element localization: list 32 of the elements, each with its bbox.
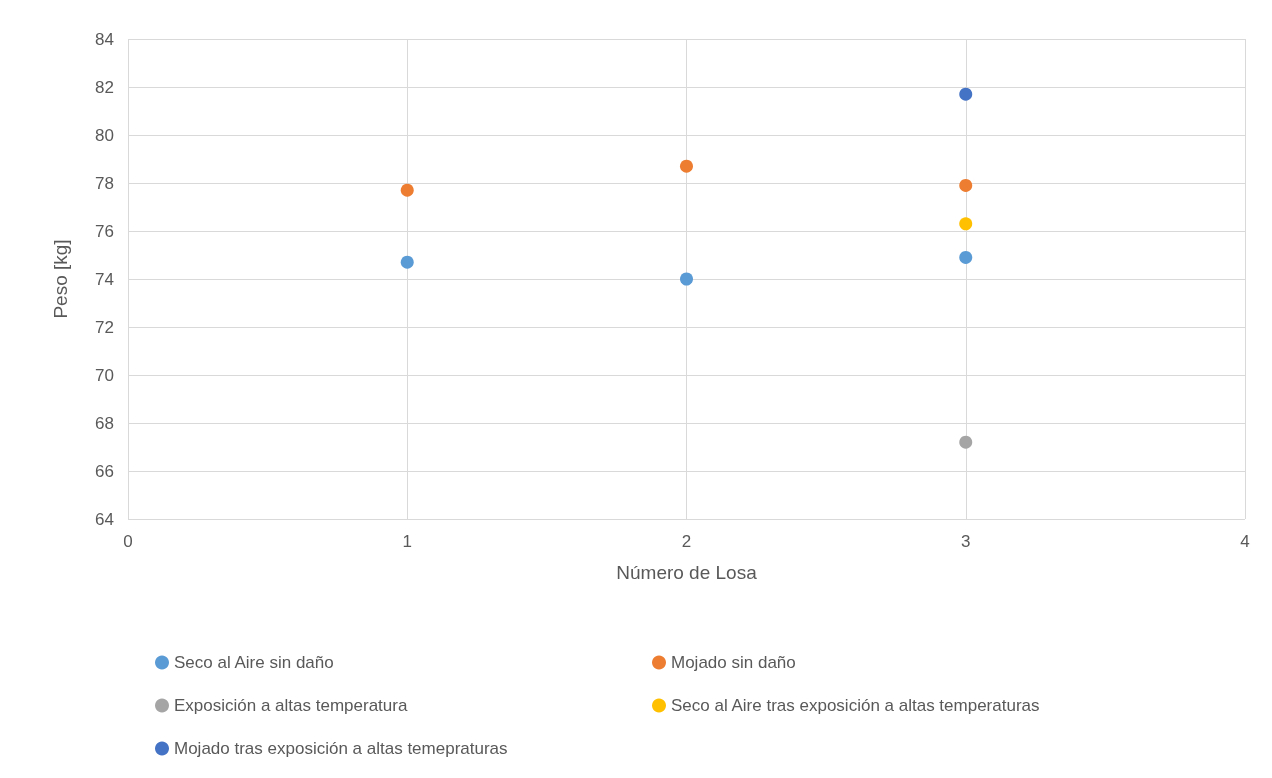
point [959, 87, 973, 101]
legend-label: Mojado tras exposición a altas temepraturas [174, 739, 508, 758]
x-tick-label: 3 [961, 532, 971, 551]
y-tick-label: 84 [95, 29, 114, 49]
y-tick-label: 66 [95, 461, 114, 481]
point [400, 183, 414, 197]
point [680, 272, 693, 286]
y-tick-label: 80 [95, 125, 114, 145]
point [400, 255, 414, 269]
y-tick-label: 82 [95, 77, 114, 97]
point [959, 178, 973, 192]
x-tick-label: 4 [1240, 532, 1250, 551]
point [959, 217, 973, 231]
y-tick-label: 76 [95, 221, 114, 241]
x-tick-label: 0 [123, 532, 133, 551]
x-tick-label: 1 [402, 532, 412, 551]
y-tick-label: 72 [95, 317, 114, 337]
legend-label: Exposición a altas temperatura [174, 696, 408, 715]
point [959, 250, 973, 264]
y-tick-label: 64 [95, 509, 114, 529]
y-tick-label: 70 [95, 365, 114, 385]
x-tick-label: 2 [681, 532, 692, 551]
y-tick-label: 68 [95, 413, 114, 433]
legend-label: Mojado sin daño [671, 653, 796, 672]
point [959, 435, 973, 449]
y-tick-label: 78 [95, 173, 114, 193]
x-axis-title: Número de Losa [616, 562, 758, 583]
y-axis-title: Peso [kg] [50, 239, 71, 319]
legend-label: Seco al Aire tras exposición a altas temperaturas [671, 696, 1040, 715]
y-tick-label: 74 [95, 269, 114, 289]
point [680, 159, 693, 173]
legend-label: Seco al Aire sin daño [174, 653, 334, 672]
